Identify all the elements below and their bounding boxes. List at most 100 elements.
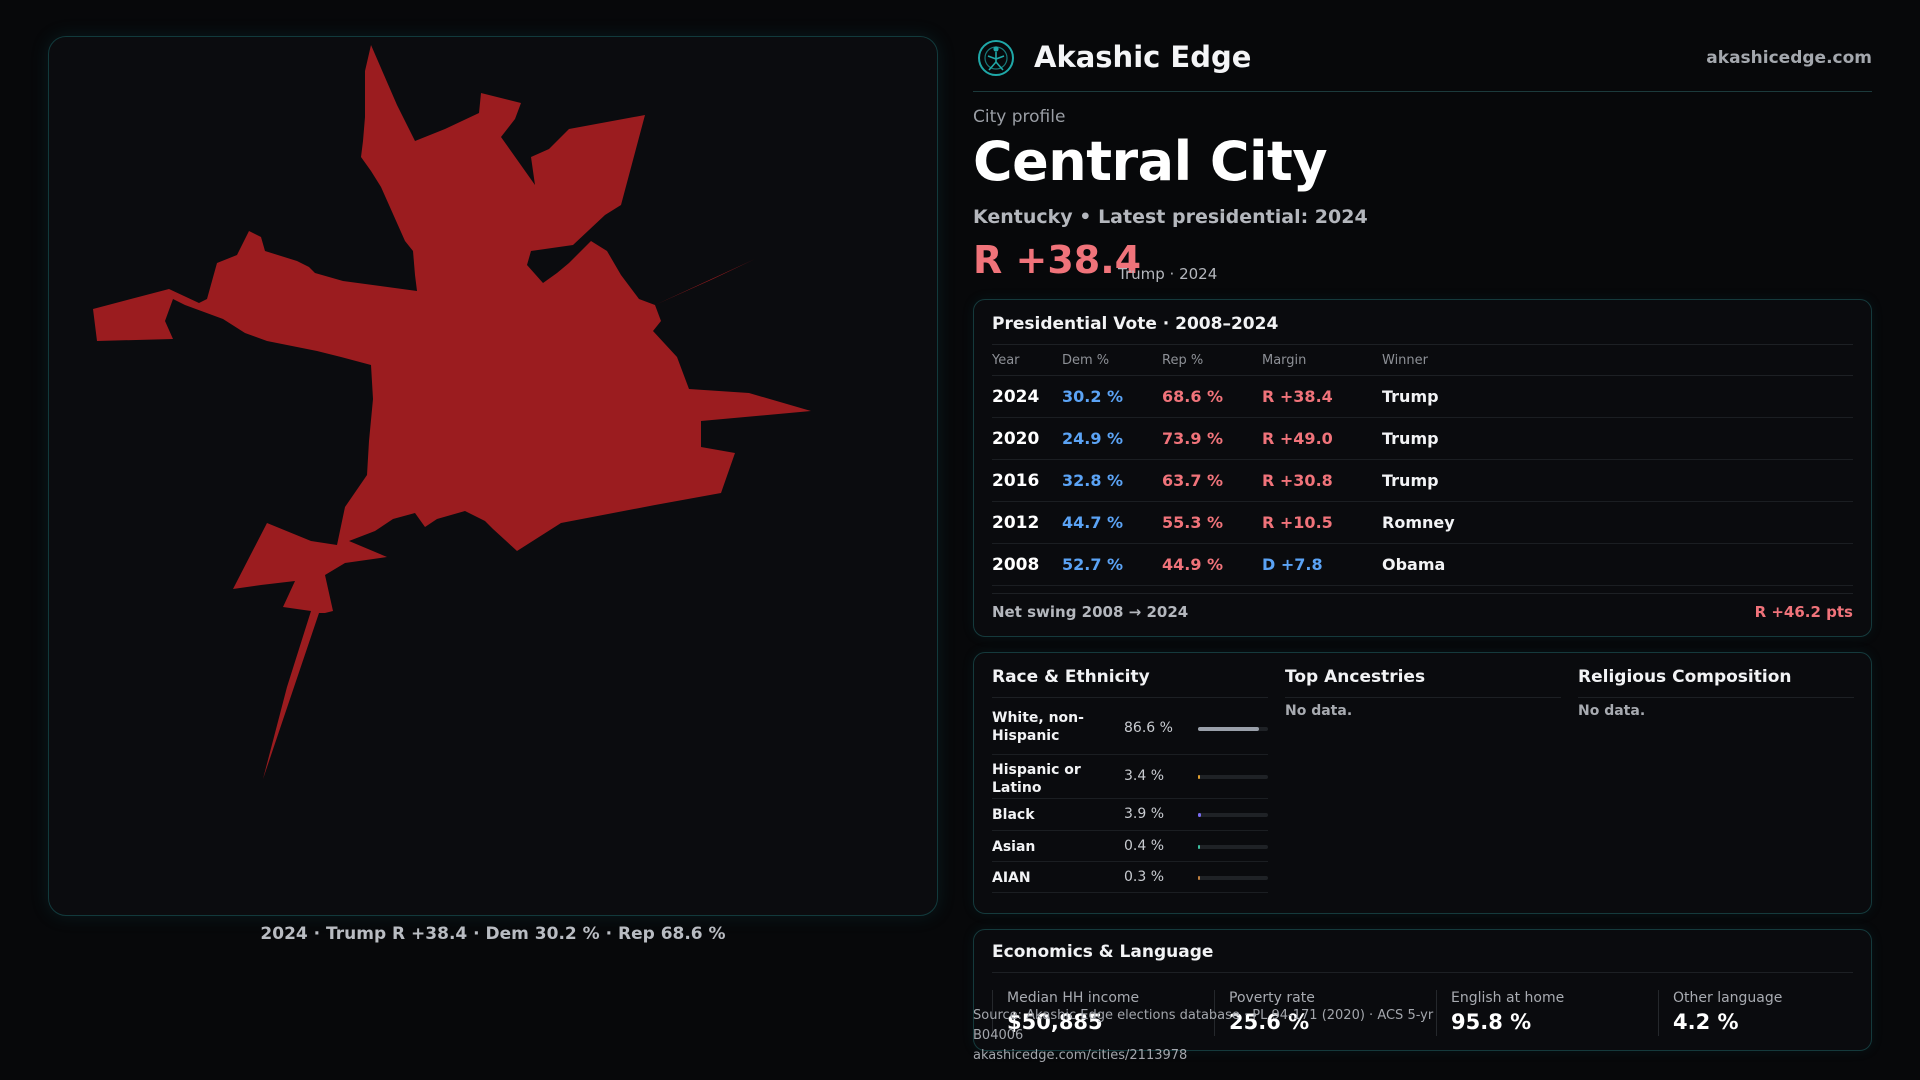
akashic-edge-logo-icon xyxy=(978,40,1014,76)
table-row: 2012 44.7 % 55.3 % R +10.5 Romney xyxy=(992,502,1853,544)
source-note: Source: Akashic Edge elections database … xyxy=(973,1006,1453,1066)
race-bar xyxy=(1198,813,1268,817)
row-margin: R +10.5 xyxy=(1262,513,1333,532)
row-dem: 30.2 % xyxy=(1062,387,1124,406)
race-title: Race & Ethnicity xyxy=(992,667,1268,698)
race-name: Hispanic or Latino xyxy=(992,762,1081,796)
net-swing: Net swing 2008 → 2024 R +46.2 pts xyxy=(992,593,1853,621)
race-name: AIAN xyxy=(992,869,1031,886)
row-year: 2016 xyxy=(992,471,1040,491)
city-boundary-polygon-final xyxy=(93,45,811,779)
stat-english-at-home: English at home 95.8 % xyxy=(1436,990,1641,1036)
stat-poverty-rate: Poverty rate 25.6 % xyxy=(1214,990,1419,1036)
race-row: White, non-Hispanic 86.6 % xyxy=(992,703,1268,755)
net-swing-label: Net swing 2008 → 2024 xyxy=(992,603,1189,621)
race-bar-fill xyxy=(1198,727,1259,731)
row-rep: 68.6 % xyxy=(1162,387,1224,406)
row-dem: 24.9 % xyxy=(1062,429,1124,448)
brand-name: Akashic Edge xyxy=(1034,40,1252,74)
race-bar-fill xyxy=(1198,813,1201,817)
race-bar xyxy=(1198,775,1268,779)
race-pct: 0.4 % xyxy=(1124,837,1165,854)
religion-section: Religious Composition No data. xyxy=(1578,653,1860,913)
stat-label: Poverty rate xyxy=(1229,990,1315,1006)
race-pct: 3.9 % xyxy=(1124,806,1165,822)
source-line: Source: Akashic Edge elections database … xyxy=(973,1008,1434,1043)
race-ethnicity-section: Race & Ethnicity White, non-Hispanic 86.6… xyxy=(992,653,1274,913)
row-rep: 55.3 % xyxy=(1162,513,1224,532)
city-map[interactable] xyxy=(48,36,938,916)
stat-other-language: Other language 4.2 % xyxy=(1658,990,1863,1036)
latest-margin-note: Trump · 2024 xyxy=(1118,265,1218,283)
race-name: Asian xyxy=(992,838,1036,855)
row-year: 2012 xyxy=(992,513,1040,533)
race-bar-fill xyxy=(1198,844,1201,849)
site-link[interactable]: akashicedge.com xyxy=(1706,48,1872,68)
stat-label: Other language xyxy=(1673,990,1783,1006)
vote-table-header: Year Dem % Rep % Margin Winner xyxy=(992,344,1853,376)
row-dem: 52.7 % xyxy=(1062,555,1124,574)
stat-median-income: Median HH income $50,885 xyxy=(992,990,1197,1036)
race-bar-fill xyxy=(1198,875,1201,880)
header-rep: Rep % xyxy=(1162,353,1204,368)
table-row: 2008 52.7 % 44.9 % D +7.8 Obama xyxy=(992,544,1853,586)
race-bar-fill xyxy=(1198,775,1201,779)
econ-title: Economics & Language xyxy=(992,942,1853,973)
row-winner: Trump xyxy=(1382,471,1439,490)
row-rep: 63.7 % xyxy=(1162,471,1224,490)
header-winner: Winner xyxy=(1382,353,1429,368)
row-winner: Trump xyxy=(1382,387,1439,406)
race-pct: 0.3 % xyxy=(1124,868,1165,885)
site-header: Akashic Edge akashicedge.com xyxy=(973,36,1872,92)
row-margin: R +30.8 xyxy=(1262,471,1333,490)
row-winner: Romney xyxy=(1382,513,1455,532)
row-year: 2020 xyxy=(992,429,1040,449)
city-boundary-render xyxy=(93,45,811,779)
religion-no-data: No data. xyxy=(1578,703,1646,719)
ancestries-no-data: No data. xyxy=(1285,703,1353,719)
row-dem: 32.8 % xyxy=(1062,471,1124,490)
table-row: 2020 24.9 % 73.9 % R +49.0 Trump xyxy=(992,418,1853,460)
row-winner: Trump xyxy=(1382,429,1439,448)
row-rep: 73.9 % xyxy=(1162,429,1224,448)
row-rep: 44.9 % xyxy=(1162,555,1224,574)
latest-margin: R +38.4 xyxy=(973,238,1142,282)
table-row: 2024 30.2 % 68.6 % R +38.4 Trump xyxy=(992,376,1853,418)
header-year: Year xyxy=(992,353,1020,368)
header-dem: Dem % xyxy=(1062,353,1110,368)
ancestries-section: Top Ancestries No data. xyxy=(1285,653,1567,913)
stat-value: 95.8 % xyxy=(1451,1010,1532,1034)
stat-value: 25.6 % xyxy=(1229,1010,1310,1034)
row-year: 2024 xyxy=(992,387,1040,407)
vote-card-title: Presidential Vote · 2008–2024 xyxy=(992,314,1279,334)
ancestries-title: Top Ancestries xyxy=(1285,667,1561,698)
race-pct: 86.6 % xyxy=(1124,720,1173,736)
header-margin: Margin xyxy=(1262,353,1307,368)
stat-value: $50,885 xyxy=(1007,1010,1103,1034)
race-row: Asian 0.4 % xyxy=(992,831,1268,862)
row-margin: D +7.8 xyxy=(1262,555,1323,574)
row-margin: R +49.0 xyxy=(1262,429,1333,448)
row-dem: 44.7 % xyxy=(1062,513,1124,532)
page-eyebrow: City profile xyxy=(973,107,1066,127)
page-title: Central City xyxy=(973,130,1328,193)
table-row: 2016 32.8 % 63.7 % R +30.8 Trump xyxy=(992,460,1853,502)
race-row: Hispanic or Latino 3.4 % xyxy=(992,755,1268,799)
demographics-card: Race & Ethnicity White, non-Hispanic 86.6… xyxy=(973,652,1872,914)
race-row: AIAN 0.3 % xyxy=(992,862,1268,893)
stat-value: 4.2 % xyxy=(1673,1010,1739,1034)
stat-label: English at home xyxy=(1451,990,1565,1006)
stat-label: Median HH income xyxy=(1007,990,1140,1006)
net-swing-value: R +46.2 pts xyxy=(1754,603,1853,621)
row-margin: R +38.4 xyxy=(1262,387,1333,406)
race-row: Black 3.9 % xyxy=(992,799,1268,831)
religion-title: Religious Composition xyxy=(1578,667,1854,698)
race-name: Black xyxy=(992,807,1035,823)
race-bar xyxy=(1198,844,1268,849)
economics-language-card: Economics & Language Median HH income $5… xyxy=(973,929,1872,1051)
race-pct: 3.4 % xyxy=(1124,768,1165,784)
presidential-vote-card: Presidential Vote · 2008–2024 Year Dem %… xyxy=(973,299,1872,637)
map-caption: 2024 · Trump R +38.4 · Dem 30.2 % · Rep … xyxy=(260,924,726,944)
source-url[interactable]: akashicedge.com/cities/2113978 xyxy=(973,1048,1188,1063)
race-bar xyxy=(1198,727,1268,731)
